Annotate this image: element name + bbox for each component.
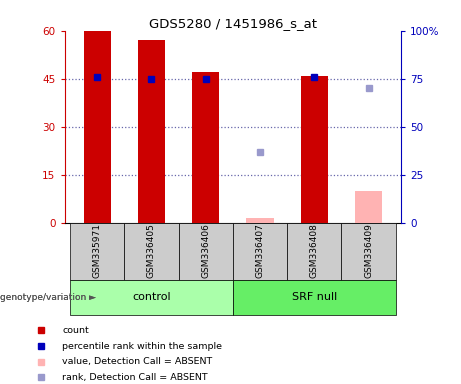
Bar [83,31,111,223]
Bar [70,280,233,315]
Text: genotype/variation ►: genotype/variation ► [0,293,96,302]
Bar [70,223,124,280]
Bar [341,223,396,280]
Text: rank, Detection Call = ABSENT: rank, Detection Call = ABSENT [62,373,208,382]
Bar [233,280,396,315]
Bar [192,72,219,223]
Text: count: count [62,326,89,335]
Text: GSM336405: GSM336405 [147,223,156,278]
Bar [233,223,287,280]
Bar [301,76,328,223]
Bar [246,218,273,223]
Bar [287,223,341,280]
Bar [138,40,165,223]
Text: GSM336407: GSM336407 [255,223,265,278]
Bar [124,223,178,280]
Text: GSM336408: GSM336408 [310,223,319,278]
Text: control: control [132,292,171,302]
Bar [178,223,233,280]
Text: genotype/variation ►: genotype/variation ► [0,293,96,302]
Text: SRF null: SRF null [292,292,337,302]
Text: value, Detection Call = ABSENT: value, Detection Call = ABSENT [62,357,213,366]
Text: GSM336409: GSM336409 [364,223,373,278]
Title: GDS5280 / 1451986_s_at: GDS5280 / 1451986_s_at [149,17,317,30]
Text: GSM336406: GSM336406 [201,223,210,278]
Text: percentile rank within the sample: percentile rank within the sample [62,342,222,351]
Text: GSM335971: GSM335971 [93,223,101,278]
Bar [355,191,382,223]
